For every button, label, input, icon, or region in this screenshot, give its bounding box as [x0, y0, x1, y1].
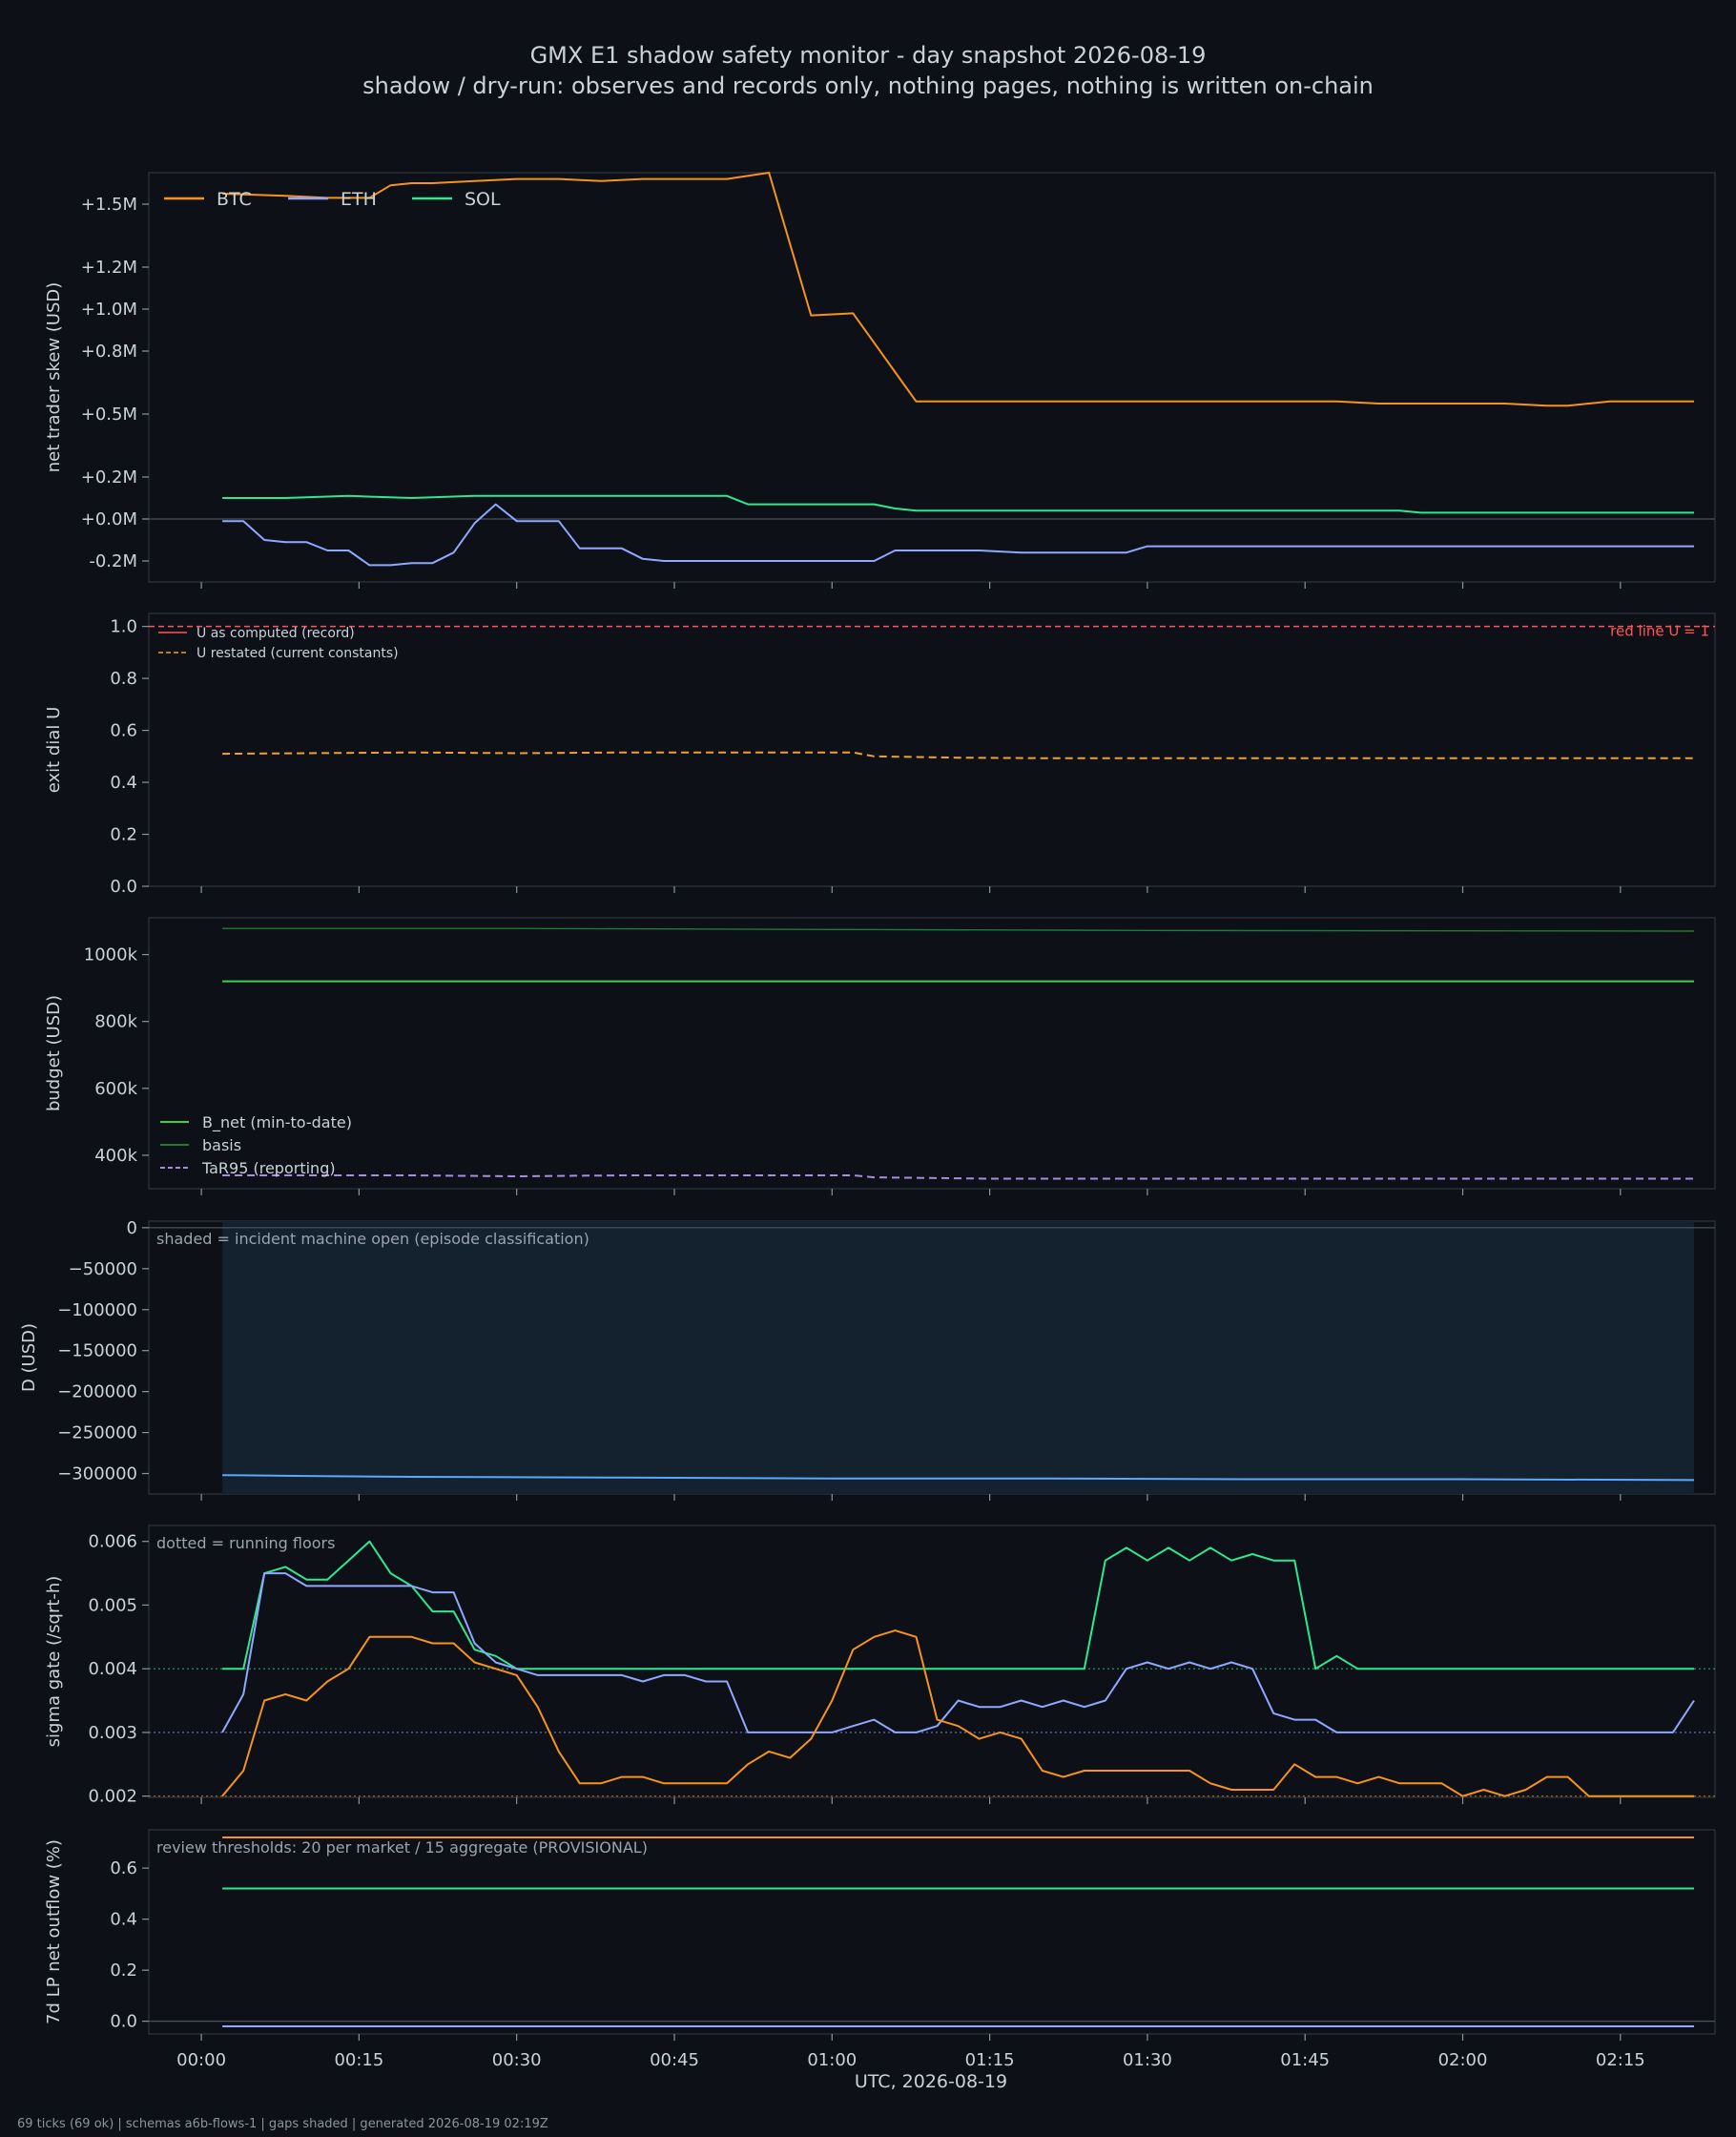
panel-3: 400k 600k 800k 1000k budget (USD) B_net (min-… — [44, 917, 1716, 1195]
x-tick-label: 00:30 — [492, 2050, 542, 2070]
panel-frame — [148, 612, 1716, 887]
y-tick-label: 1.0 — [110, 617, 137, 637]
legend-label: U restated (current constants) — [196, 646, 399, 661]
series-line-u-restated-current-constants- — [222, 751, 1694, 759]
x-tick-label: 02:00 — [1438, 2050, 1488, 2070]
x-tick-label: 01:30 — [1123, 2050, 1172, 2070]
y-tick-label: +0.8M — [81, 342, 137, 362]
y-tick-label: 0.6 — [110, 721, 137, 741]
series-line-sol — [222, 494, 1694, 514]
legend-label: basis — [202, 1136, 241, 1154]
panel-4: 0 −50000 −100000 −150000 −200000 −250000 −3000… — [19, 1218, 1716, 1501]
series-line-btc — [221, 1629, 1694, 1797]
x-tick-label: 01:45 — [1280, 2050, 1330, 2070]
legend-label: TaR95 (reporting) — [201, 1159, 336, 1177]
y-tick-label: 0.4 — [110, 1910, 137, 1930]
y-tick-label: −150000 — [57, 1341, 137, 1361]
legend-label: B_net (min-to-date) — [202, 1113, 352, 1132]
panel-6: 0.0 0.2 0.4 0.6 7d LP net outflow (%) review … — [44, 1829, 1716, 2041]
y-tick-label: 0.2 — [110, 825, 137, 845]
series-line-tar95-reporting- — [222, 1174, 1694, 1180]
panel-annotation: shaded = incident machine open (episode … — [156, 1230, 589, 1248]
x-axis: 00:00 00:15 00:30 00:45 01:00 01:15 01:30 01:45… — [176, 2050, 1645, 2070]
y-axis-label: exit dial U — [44, 707, 64, 794]
figure-title: GMX E1 shadow safety monitor - day snaps… — [530, 42, 1207, 69]
y-tick-label: 0.0 — [110, 877, 137, 897]
y-tick-label: 0.0 — [110, 2012, 137, 2032]
y-tick-label: +0.0M — [81, 509, 137, 529]
x-tick-label: 00:15 — [334, 2050, 383, 2070]
incident-shade — [222, 1221, 1694, 1494]
y-tick-label: 600k — [94, 1079, 137, 1099]
panel-5: 0.002 0.003 0.004 0.005 0.006 sigma gate (/sq… — [44, 1525, 1716, 1807]
y-tick-label: 0.004 — [88, 1659, 137, 1679]
panel-annotation: dotted = running floors — [156, 1534, 335, 1552]
y-tick-label: −100000 — [57, 1300, 137, 1320]
y-tick-label: 0.006 — [88, 1532, 137, 1552]
series-line-basis — [222, 927, 1695, 932]
panel-annotation: review thresholds: 20 per market / 15 ag… — [156, 1838, 648, 1857]
y-axis-label: 7d LP net outflow (%) — [44, 1839, 64, 2024]
panel-frame — [148, 172, 1716, 583]
redline-label: red line U = 1 — [1610, 623, 1709, 640]
x-tick-label: 00:45 — [650, 2050, 699, 2070]
y-tick-label: 0.4 — [110, 773, 137, 793]
x-axis-label: UTC, 2026-08-19 — [855, 2071, 1007, 2092]
y-tick-label: +1.2M — [81, 258, 137, 278]
y-tick-label: 0.005 — [88, 1595, 137, 1615]
y-axis-label: budget (USD) — [44, 995, 64, 1111]
panel-frame — [148, 917, 1716, 1190]
y-tick-label: 0.2 — [110, 1961, 137, 1981]
y-tick-label: +1.5M — [81, 195, 137, 215]
footer-text: 69 ticks (69 ok) | schemas a6b-flows-1 |… — [17, 2117, 548, 2131]
panel-frame — [148, 1525, 1716, 1798]
y-tick-label: −200000 — [57, 1382, 137, 1402]
series-line-sol — [222, 1540, 1694, 1670]
x-tick-label: 01:15 — [965, 2050, 1015, 2070]
y-tick-label: 400k — [94, 1146, 137, 1166]
y-tick-label: +0.5M — [81, 405, 137, 425]
y-tick-label: 0 — [127, 1218, 137, 1238]
y-tick-label: 0.002 — [88, 1787, 137, 1807]
legend-label: BTC — [217, 189, 252, 210]
legend-label: SOL — [465, 189, 501, 210]
series-line-eth — [221, 1572, 1695, 1733]
panel-frame — [148, 1829, 1716, 2035]
panel-1: -0.2M +0.0M +0.2M +0.5M +0.8M +1.0M +1.2M +1.5M… — [44, 172, 1716, 589]
series-line-btc — [222, 172, 1694, 407]
x-tick-label: 00:00 — [176, 2050, 226, 2070]
legend-label: U as computed (record) — [196, 626, 355, 641]
y-tick-label: −300000 — [57, 1464, 137, 1484]
series-line-eth — [222, 503, 1694, 567]
y-tick-label: -0.2M — [89, 551, 137, 571]
y-tick-label: 0.003 — [88, 1723, 137, 1743]
y-axis-label: D (USD) — [19, 1323, 39, 1392]
y-tick-label: −50000 — [69, 1259, 137, 1279]
y-tick-label: +0.2M — [81, 467, 137, 488]
x-tick-label: 02:15 — [1596, 2050, 1645, 2070]
y-tick-label: 0.8 — [110, 669, 137, 689]
y-axis-label: net trader skew (USD) — [44, 282, 64, 473]
y-tick-label: 0.6 — [110, 1858, 137, 1878]
y-tick-label: 800k — [94, 1012, 137, 1032]
y-tick-label: +1.0M — [81, 300, 137, 320]
y-tick-label: 1000k — [84, 945, 138, 965]
x-tick-label: 01:00 — [807, 2050, 857, 2070]
y-tick-label: −250000 — [57, 1423, 137, 1443]
series-line-d — [222, 1474, 1695, 1482]
panels: -0.2M +0.0M +0.2M +0.5M +0.8M +1.0M +1.2M +1.5M… — [19, 172, 1716, 2041]
y-axis-label: sigma gate (/sqrt-h) — [44, 1576, 64, 1748]
panel-2: red line U = 1 0.0 0.2 0.4 0.6 0.8 1.0 exit dia… — [44, 612, 1716, 897]
legend-label: ETH — [341, 189, 377, 210]
figure-subtitle: shadow / dry-run: observes and records o… — [362, 73, 1374, 99]
